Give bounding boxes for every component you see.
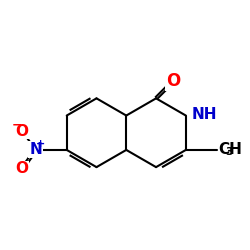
Text: +: + (36, 139, 45, 149)
Text: NH: NH (192, 107, 217, 122)
Text: O: O (166, 72, 180, 90)
Text: O: O (16, 124, 28, 138)
Text: N: N (30, 142, 42, 158)
Text: −: − (11, 119, 22, 132)
Text: CH: CH (218, 142, 242, 157)
Text: O: O (16, 161, 28, 176)
Text: 3: 3 (226, 147, 233, 157)
